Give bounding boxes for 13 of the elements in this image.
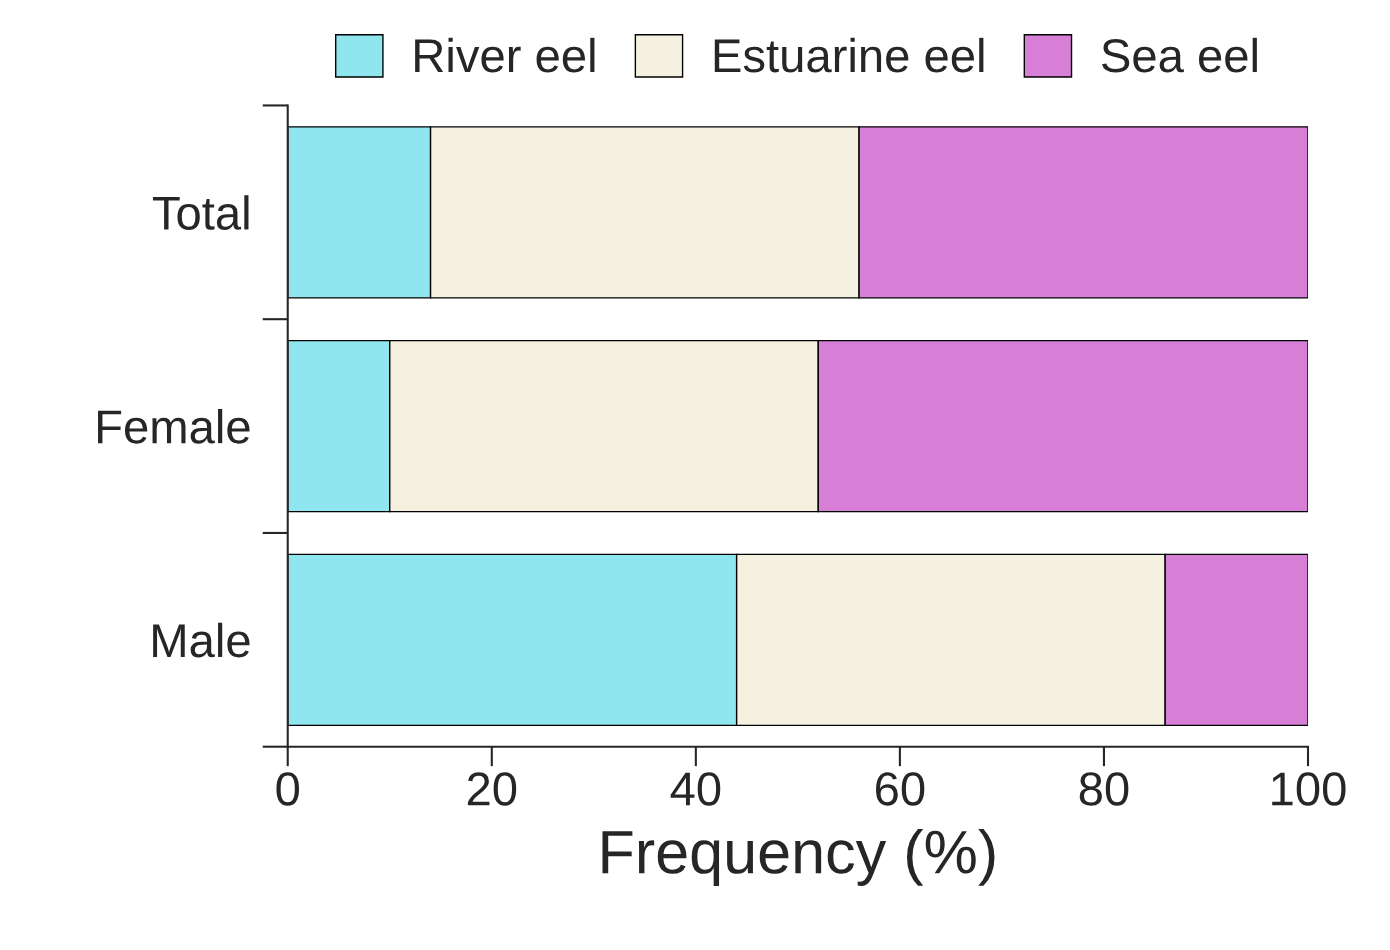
x-tick-label: 40 (670, 772, 721, 806)
y-tick-label: Female (98, 408, 250, 444)
x-tick-label: 80 (1079, 772, 1129, 806)
x-tick-label: 0 (276, 772, 300, 806)
y-tick-label: Male (153, 622, 250, 658)
x-tick-label: 60 (876, 772, 925, 806)
x-tick-label: 20 (467, 772, 517, 806)
x-axis-title: Frequency (%) (602, 828, 995, 886)
y-tick-label: Total (152, 195, 249, 230)
legend-label: River eel (415, 37, 595, 73)
x-tick-label: 100 (1272, 772, 1346, 806)
legend-label: Sea eel (1102, 37, 1257, 73)
legend-label: Estuarine eel (714, 37, 984, 73)
